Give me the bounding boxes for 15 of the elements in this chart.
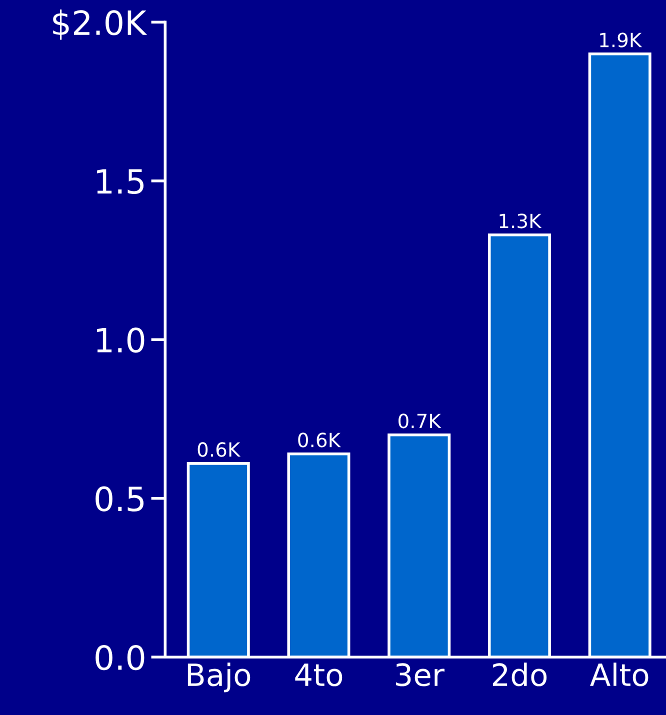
y-tick-label: 0.0 [96,645,144,670]
data-label: 1.9K [600,32,642,48]
y-tick-label: 1.5 [97,169,144,194]
x-tick-label: 2do [492,662,547,686]
y-tick-label: $2.0K [53,10,148,40]
data-label: 1.3K [500,214,542,228]
x-tick-label: Alto [590,662,648,686]
y-tick-label: 1.0 [97,328,144,353]
data-label: 0.6K [198,442,241,457]
x-tick-label: 4to [295,664,342,686]
data-label: 0.7K [398,414,442,428]
x-tick-label: Bajo [188,662,250,692]
y-tick-label: 0.5 [96,486,144,512]
data-label: 0.6K [298,432,341,448]
x-tick-label: 3er [396,663,444,686]
